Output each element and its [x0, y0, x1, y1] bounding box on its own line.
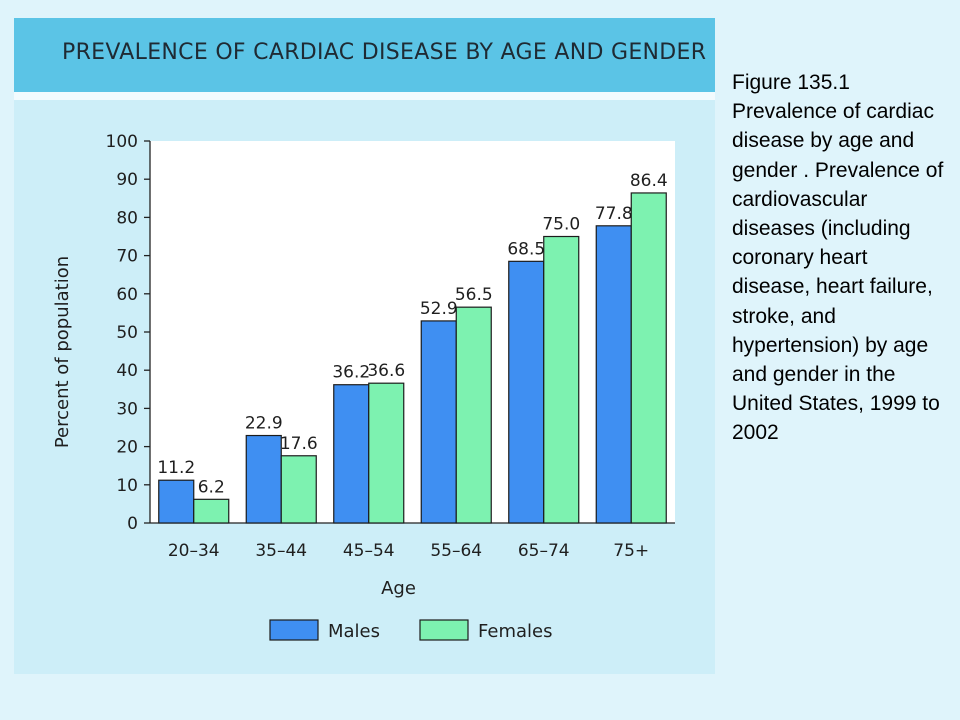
x-tick-label: 65–74	[518, 541, 570, 561]
legend-label-males: Males	[328, 621, 380, 642]
chart-header: PREVALENCE OF CARDIAC DISEASE BY AGE AND…	[14, 18, 715, 92]
data-label: 77.8	[595, 204, 633, 224]
bar-females	[543, 235, 580, 524]
y-tick-label: 100	[106, 132, 138, 152]
data-label: 22.9	[245, 414, 283, 434]
bar-males	[508, 260, 545, 524]
y-tick-label: 50	[116, 323, 138, 343]
bar-chart: 0 10 20 30 40 50 60 70 80 90 100 11.26.2 20–34 22.917…	[52, 132, 675, 642]
bar-females	[630, 192, 667, 524]
plot-area	[150, 141, 675, 523]
data-label: 11.2	[157, 458, 195, 478]
y-tick-label: 30	[116, 399, 138, 419]
x-tick-label: 35–44	[255, 541, 307, 561]
x-tick-label: 20–34	[168, 541, 220, 561]
data-label: 17.6	[280, 434, 318, 454]
data-label: 86.4	[630, 171, 668, 191]
data-label: 56.5	[455, 285, 493, 305]
legend-swatch-females	[419, 619, 469, 641]
bar-males	[595, 225, 632, 524]
y-tick-label: 40	[116, 361, 138, 381]
x-tick-label: 75+	[613, 541, 649, 561]
y-tick-label: 60	[116, 285, 138, 305]
bar-males	[333, 384, 370, 524]
bar-females	[455, 306, 492, 524]
bar-females	[193, 498, 230, 524]
bar-females	[368, 382, 405, 524]
chart-panel: PREVALENCE OF CARDIAC DISEASE BY AGE AND…	[14, 18, 715, 674]
bar-males	[420, 320, 457, 524]
legend-swatch-males	[269, 619, 319, 641]
y-tick-label: 70	[116, 247, 138, 267]
bar-males	[158, 479, 195, 524]
bar-males	[245, 434, 282, 524]
legend-label-females: Females	[478, 621, 552, 642]
bar-females	[280, 455, 317, 524]
y-tick-label: 90	[116, 170, 138, 190]
data-label: 75.0	[542, 215, 580, 235]
y-tick-label: 0	[127, 514, 138, 534]
x-tick-label: 45–54	[343, 541, 395, 561]
x-axis-title: Age	[381, 578, 416, 599]
y-tick-label: 80	[116, 208, 138, 228]
data-label: 68.5	[507, 239, 545, 259]
x-tick-label: 55–64	[430, 541, 482, 561]
chart-title: PREVALENCE OF CARDIAC DISEASE BY AGE AND…	[62, 40, 707, 65]
header-divider	[14, 92, 715, 100]
y-axis-title: Percent of population	[52, 256, 73, 448]
data-label: 36.2	[332, 363, 370, 383]
y-tick-label: 10	[116, 476, 138, 496]
y-tick-label: 20	[116, 438, 138, 458]
data-label: 6.2	[198, 477, 225, 497]
figure-caption: Figure 135.1 Prevalence of cardiac disea…	[732, 71, 944, 445]
data-label: 52.9	[420, 299, 458, 319]
data-label: 36.6	[367, 361, 405, 381]
